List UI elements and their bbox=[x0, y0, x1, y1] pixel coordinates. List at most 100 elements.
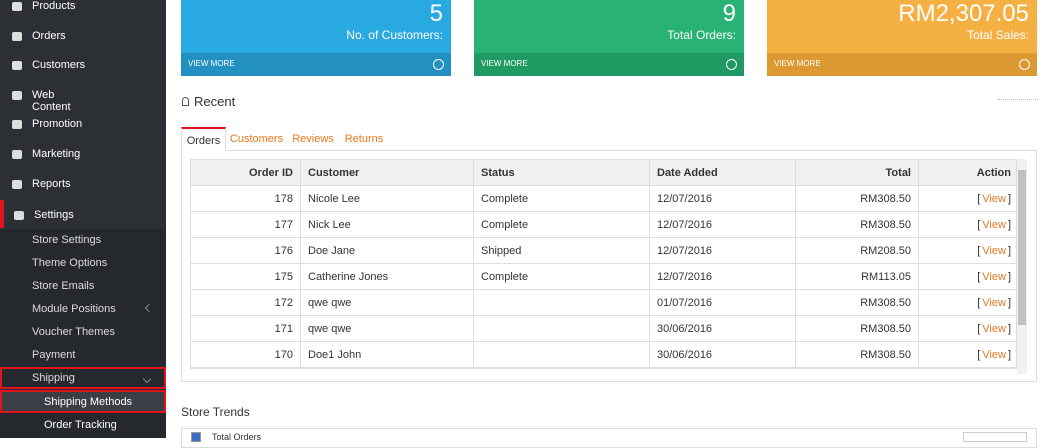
icon bbox=[12, 120, 22, 130]
tab[interactable]: Returns bbox=[344, 133, 384, 145]
view-link[interactable]: View bbox=[982, 245, 1006, 257]
column-header: Total bbox=[796, 160, 919, 186]
table-cell: 30/06/2016 bbox=[650, 342, 796, 368]
table-row: 172 qwe qwe 01/07/2016 RM308.50[View] bbox=[191, 290, 1016, 316]
label: Shipping Methods bbox=[44, 396, 133, 408]
tile-value: 9 bbox=[722, 0, 736, 27]
table-cell bbox=[474, 342, 650, 368]
table-cell: Complete bbox=[474, 186, 650, 212]
view-more[interactable]: VIEW MORE bbox=[774, 59, 821, 68]
label: Web Content bbox=[32, 88, 71, 113]
submenu-item[interactable]: Store Settings bbox=[0, 229, 166, 251]
stat-tile: RM2,307.05 Total Sales: VIEW MORE bbox=[767, 0, 1037, 76]
view-link[interactable]: View bbox=[982, 297, 1006, 309]
view-link[interactable]: View bbox=[982, 349, 1006, 361]
table-row: 176 Doe Jane Shipped 12/07/2016 RM208.50[Vie… bbox=[191, 238, 1016, 264]
submenu-item[interactable]: Shipping bbox=[0, 367, 166, 389]
icon bbox=[12, 61, 22, 71]
bracket: [ bbox=[977, 297, 981, 309]
subsubmenu-item[interactable]: Shipping Methods bbox=[0, 390, 166, 413]
table-cell: 12/07/2016 bbox=[650, 186, 796, 212]
column-header: Customer bbox=[301, 160, 474, 186]
table-cell: 178 bbox=[191, 186, 301, 212]
bracket: ] bbox=[1007, 193, 1011, 205]
icon bbox=[12, 179, 22, 189]
table-cell: RM308.50 bbox=[796, 342, 919, 368]
icon bbox=[12, 150, 22, 159]
bell-icon bbox=[182, 97, 189, 106]
table-cell: Shipped bbox=[474, 238, 650, 264]
bracket: ] bbox=[1007, 245, 1011, 257]
bracket: [ bbox=[977, 219, 981, 231]
label: Customers bbox=[32, 59, 86, 72]
table-cell: [View] bbox=[919, 264, 1016, 290]
table-cell: Complete bbox=[474, 264, 650, 290]
label: Module Positions bbox=[32, 303, 116, 315]
bracket: [ bbox=[977, 271, 981, 283]
table-cell: 170 bbox=[191, 342, 301, 368]
view-link[interactable]: View bbox=[982, 323, 1006, 335]
bracket: [ bbox=[977, 245, 981, 257]
view-more-bar: VIEW MORE bbox=[181, 53, 451, 76]
table-cell: RM308.50 bbox=[796, 186, 919, 212]
table-cell: [View] bbox=[919, 212, 1016, 238]
panel-tools bbox=[998, 99, 1038, 109]
view-more-bar: VIEW MORE bbox=[474, 53, 744, 76]
label: Store Settings bbox=[32, 234, 102, 246]
table-cell: Doe Jane bbox=[301, 238, 474, 264]
table-cell: Doe1 John bbox=[301, 342, 474, 368]
table-cell bbox=[474, 316, 650, 342]
tile-label: No. of Customers: bbox=[346, 28, 443, 42]
table-cell: 172 bbox=[191, 290, 301, 316]
bracket: [ bbox=[977, 349, 981, 361]
tab[interactable]: Customers bbox=[229, 133, 284, 145]
submenu-item[interactable]: Payment bbox=[0, 344, 166, 366]
submenu-item[interactable]: Theme Options bbox=[0, 252, 166, 274]
trends-panel bbox=[181, 428, 1037, 448]
sidebar-item[interactable]: Settings bbox=[0, 200, 74, 229]
table-cell: [View] bbox=[919, 290, 1016, 316]
bracket: ] bbox=[1007, 297, 1011, 309]
arrow-icon bbox=[726, 59, 737, 70]
bracket: [ bbox=[977, 323, 981, 335]
submenu-item[interactable]: Store Emails bbox=[0, 275, 166, 297]
legend-label: Total Orders bbox=[212, 432, 262, 442]
view-link[interactable]: View bbox=[982, 193, 1006, 205]
view-link[interactable]: View bbox=[982, 271, 1006, 283]
label: Orders bbox=[32, 29, 66, 42]
table-cell: [View] bbox=[919, 342, 1016, 368]
table-row: 171 qwe qwe 30/06/2016 RM308.50[View] bbox=[191, 316, 1016, 342]
bracket: ] bbox=[1007, 323, 1011, 335]
label: Shipping bbox=[32, 372, 75, 384]
icon bbox=[14, 211, 24, 221]
view-link[interactable]: View bbox=[982, 219, 1006, 231]
view-more[interactable]: VIEW MORE bbox=[481, 59, 528, 68]
table-cell: RM208.50 bbox=[796, 238, 919, 264]
column-header: Status bbox=[474, 160, 650, 186]
tab[interactable]: Reviews bbox=[292, 133, 334, 145]
tab[interactable]: Orders bbox=[181, 127, 226, 151]
chevron bbox=[144, 303, 154, 313]
bracket: ] bbox=[1007, 349, 1011, 361]
tab-line bbox=[181, 150, 1037, 151]
label: Marketing bbox=[32, 148, 81, 160]
label: Payment bbox=[32, 349, 76, 361]
view-more[interactable]: VIEW MORE bbox=[188, 59, 235, 68]
submenu-item[interactable]: Module Positions bbox=[0, 298, 166, 320]
bracket: ] bbox=[1007, 271, 1011, 283]
tile-label: Total Orders: bbox=[667, 28, 736, 42]
table-cell: 12/07/2016 bbox=[650, 238, 796, 264]
table-row: 170 Doe1 John 30/06/2016 RM308.50[View] bbox=[191, 342, 1016, 368]
submenu-item[interactable]: Voucher Themes bbox=[0, 321, 166, 343]
recent-title: Recent bbox=[194, 94, 236, 109]
table-cell: qwe qwe bbox=[301, 290, 474, 316]
subsubmenu-item[interactable]: Order Tracking bbox=[0, 413, 166, 436]
table-cell: Catherine Jones bbox=[301, 264, 474, 290]
table-cell: [View] bbox=[919, 186, 1016, 212]
table-cell: 30/06/2016 bbox=[650, 316, 796, 342]
label: Store Emails bbox=[32, 280, 95, 292]
chart-box bbox=[963, 432, 1027, 442]
table-cell: 175 bbox=[191, 264, 301, 290]
orders-table: Order ID Customer Status Date Added Total Act… bbox=[190, 159, 1017, 369]
panel bbox=[181, 150, 1037, 382]
